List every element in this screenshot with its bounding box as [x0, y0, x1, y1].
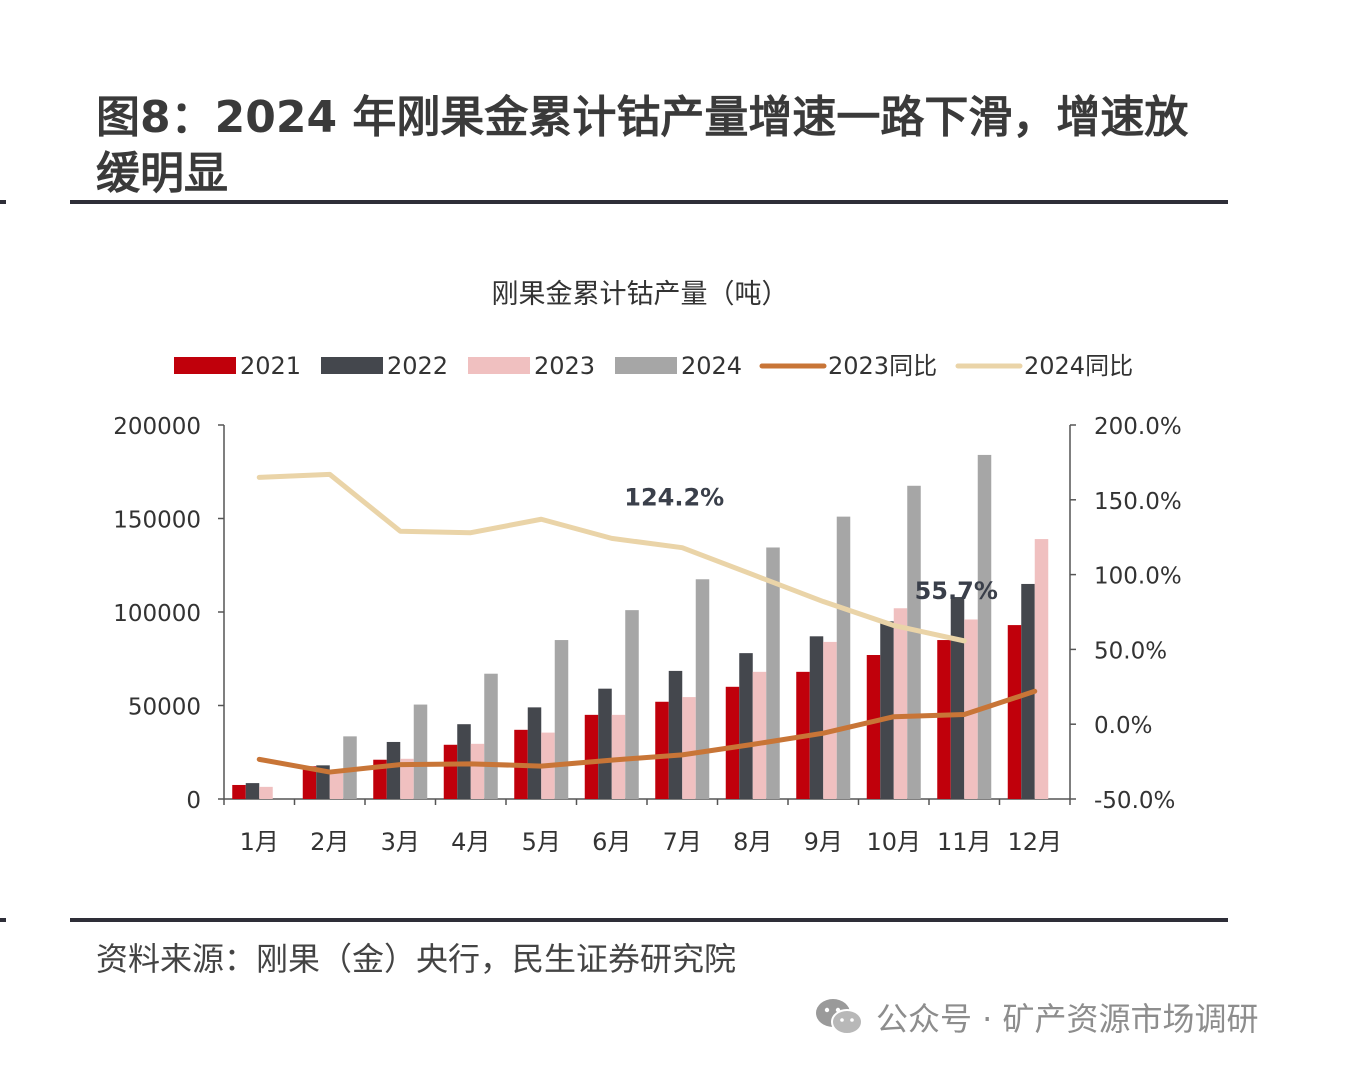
- x-tick-label: 2月: [310, 828, 349, 856]
- legend-label-2024: 2024: [681, 352, 742, 380]
- data-label: 55.7%: [915, 577, 998, 605]
- y-right-tick-label: 200.0%: [1094, 414, 1182, 440]
- bottom-divider: [70, 918, 1228, 922]
- bar-2022: [739, 653, 753, 799]
- x-tick-label: 11月: [937, 828, 992, 856]
- bar-2022: [386, 741, 401, 799]
- bar-2021: [584, 714, 599, 799]
- bar-2024: [484, 673, 498, 799]
- bar-2021: [302, 766, 317, 799]
- bar-2021: [232, 784, 246, 799]
- bar-2022: [245, 783, 260, 799]
- bar-2023: [400, 758, 414, 799]
- x-tick-label: 6月: [592, 828, 631, 856]
- y-right-tick-label: 50.0%: [1094, 638, 1167, 664]
- bar-2023: [964, 619, 978, 799]
- y-right-tick-label: 100.0%: [1094, 564, 1182, 590]
- top-divider: [70, 200, 1228, 204]
- bar-2021: [725, 686, 740, 799]
- bar-2023: [329, 772, 344, 799]
- edge-mark-top: [0, 200, 6, 204]
- bar-2022: [598, 688, 612, 799]
- bar-2021: [1007, 625, 1022, 799]
- x-tick-label: 8月: [733, 828, 772, 856]
- bar-2023: [470, 743, 485, 799]
- x-tick-label: 3月: [381, 828, 420, 856]
- x-tick-label: 9月: [804, 828, 843, 856]
- bar-2024: [413, 704, 428, 799]
- watermark: 公众号 · 矿产资源市场调研: [814, 994, 1259, 1040]
- y-left-tick-label: 0: [186, 788, 201, 814]
- y-right-tick-label: -50.0%: [1094, 788, 1175, 814]
- source-note: 资料来源：刚果（金）央行，民生证券研究院: [96, 940, 737, 978]
- bar-2024: [625, 610, 639, 799]
- bar-2023: [893, 608, 908, 799]
- bar-2023: [682, 697, 696, 799]
- edge-mark-bottom: [0, 918, 6, 922]
- bar-2022: [950, 597, 965, 799]
- bar-2022: [880, 621, 894, 799]
- bar-2023: [259, 786, 273, 799]
- legend-swatch-2022: [321, 357, 383, 374]
- data-label: 124.2%: [624, 484, 724, 512]
- bar-2021: [937, 640, 951, 799]
- y-left-tick-label: 200000: [113, 414, 201, 440]
- bar-2021: [655, 701, 669, 799]
- y-left-tick-label: 100000: [113, 601, 201, 627]
- y-left-tick-label: 50000: [128, 695, 201, 721]
- bar-2024: [836, 516, 851, 799]
- bar-2022: [668, 670, 683, 799]
- bar-2023: [1034, 539, 1049, 799]
- x-tick-label: 1月: [240, 828, 279, 856]
- legend-swatch-2023: [468, 357, 530, 374]
- bar-2023: [823, 641, 837, 799]
- x-tick-label: 5月: [522, 828, 561, 856]
- bar-2024: [695, 579, 710, 799]
- legend-swatch-2021: [174, 357, 236, 374]
- legend-label-2021: 2021: [240, 352, 301, 380]
- legend-label-2023: 2023: [534, 352, 595, 380]
- line-2024同比: [256, 471, 967, 644]
- wechat-icon: [816, 999, 863, 1035]
- x-tick-label: 12月: [1007, 828, 1062, 856]
- figure-title: 图8：2024 年刚果金累计钴产量增速一路下滑，增速放缓明显: [96, 92, 1189, 199]
- bar-2021: [866, 655, 881, 799]
- y-right-tick-label: 0.0%: [1094, 713, 1152, 739]
- watermark-text: 公众号 · 矿产资源市场调研: [876, 1000, 1259, 1038]
- legend-label-2024同比: 2024同比: [1024, 352, 1133, 380]
- bar-2022: [527, 707, 542, 799]
- legend-label-2023同比: 2023同比: [828, 352, 937, 380]
- x-tick-label: 10月: [866, 828, 921, 856]
- legend-swatch-2024: [615, 357, 677, 374]
- legend-label-2022: 2022: [387, 352, 448, 380]
- y-left-tick-label: 150000: [113, 508, 201, 534]
- chart-title: 刚果金累计钴产量（吨）: [492, 279, 789, 310]
- y-right-tick-label: 150.0%: [1094, 489, 1182, 515]
- bar-2024: [907, 485, 921, 799]
- bar-2024: [977, 454, 992, 799]
- bar-2023: [752, 671, 767, 799]
- bar-2021: [443, 744, 458, 799]
- line-2023同比: [256, 688, 1038, 775]
- bar-2024: [554, 640, 569, 799]
- bar-2024: [766, 547, 780, 799]
- x-tick-label: 7月: [663, 828, 702, 856]
- x-tick-label: 4月: [451, 828, 490, 856]
- bar-2022: [809, 636, 824, 799]
- bar-2023: [611, 714, 626, 799]
